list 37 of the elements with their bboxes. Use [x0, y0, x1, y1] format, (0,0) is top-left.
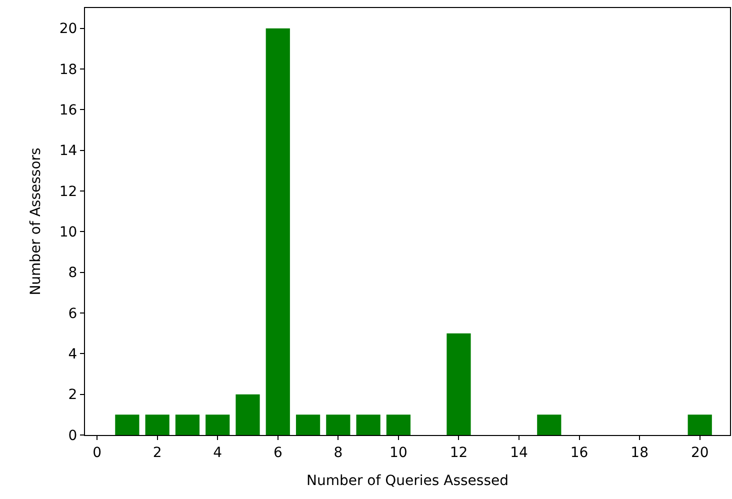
- x-tick-label: 18: [630, 444, 648, 461]
- bar: [688, 414, 712, 435]
- bar: [175, 414, 200, 435]
- x-tick-label: 10: [390, 444, 408, 461]
- x-tick-label: 20: [690, 444, 709, 461]
- y-tick-label: 16: [59, 102, 78, 119]
- bar: [115, 414, 140, 435]
- y-tick-label: 14: [59, 143, 78, 160]
- y-tick-label: 12: [59, 184, 78, 200]
- bar: [236, 394, 260, 435]
- bar: [446, 333, 471, 435]
- bar: [296, 414, 320, 435]
- y-tick-label: 4: [68, 346, 78, 363]
- bar: [266, 28, 290, 435]
- y-axis-title: Number of Assessors: [28, 148, 44, 296]
- bar: [386, 414, 411, 435]
- x-tick-label: 16: [570, 444, 588, 461]
- y-tick-label: 8: [68, 265, 78, 282]
- x-tick-label: 14: [510, 444, 528, 461]
- bar: [537, 414, 562, 435]
- x-tick-label: 8: [334, 444, 343, 461]
- x-tick-label: 6: [273, 444, 282, 461]
- y-tick-label: 2: [68, 387, 78, 404]
- bar: [145, 414, 170, 435]
- x-tick-label: 2: [152, 444, 162, 461]
- y-tick-label: 18: [59, 62, 78, 78]
- bar: [356, 414, 380, 435]
- x-axis-title: Number of Queries Assessed: [306, 473, 509, 490]
- y-tick-label: 6: [68, 306, 78, 322]
- y-tick-label: 10: [59, 224, 78, 241]
- bar: [206, 414, 230, 435]
- y-tick-label: 0: [68, 428, 78, 444]
- x-tick-label: 0: [92, 444, 102, 461]
- x-tick-label: 4: [213, 444, 222, 461]
- y-tick-label: 20: [59, 21, 78, 38]
- bar: [326, 414, 350, 435]
- x-tick-label: 12: [450, 444, 468, 461]
